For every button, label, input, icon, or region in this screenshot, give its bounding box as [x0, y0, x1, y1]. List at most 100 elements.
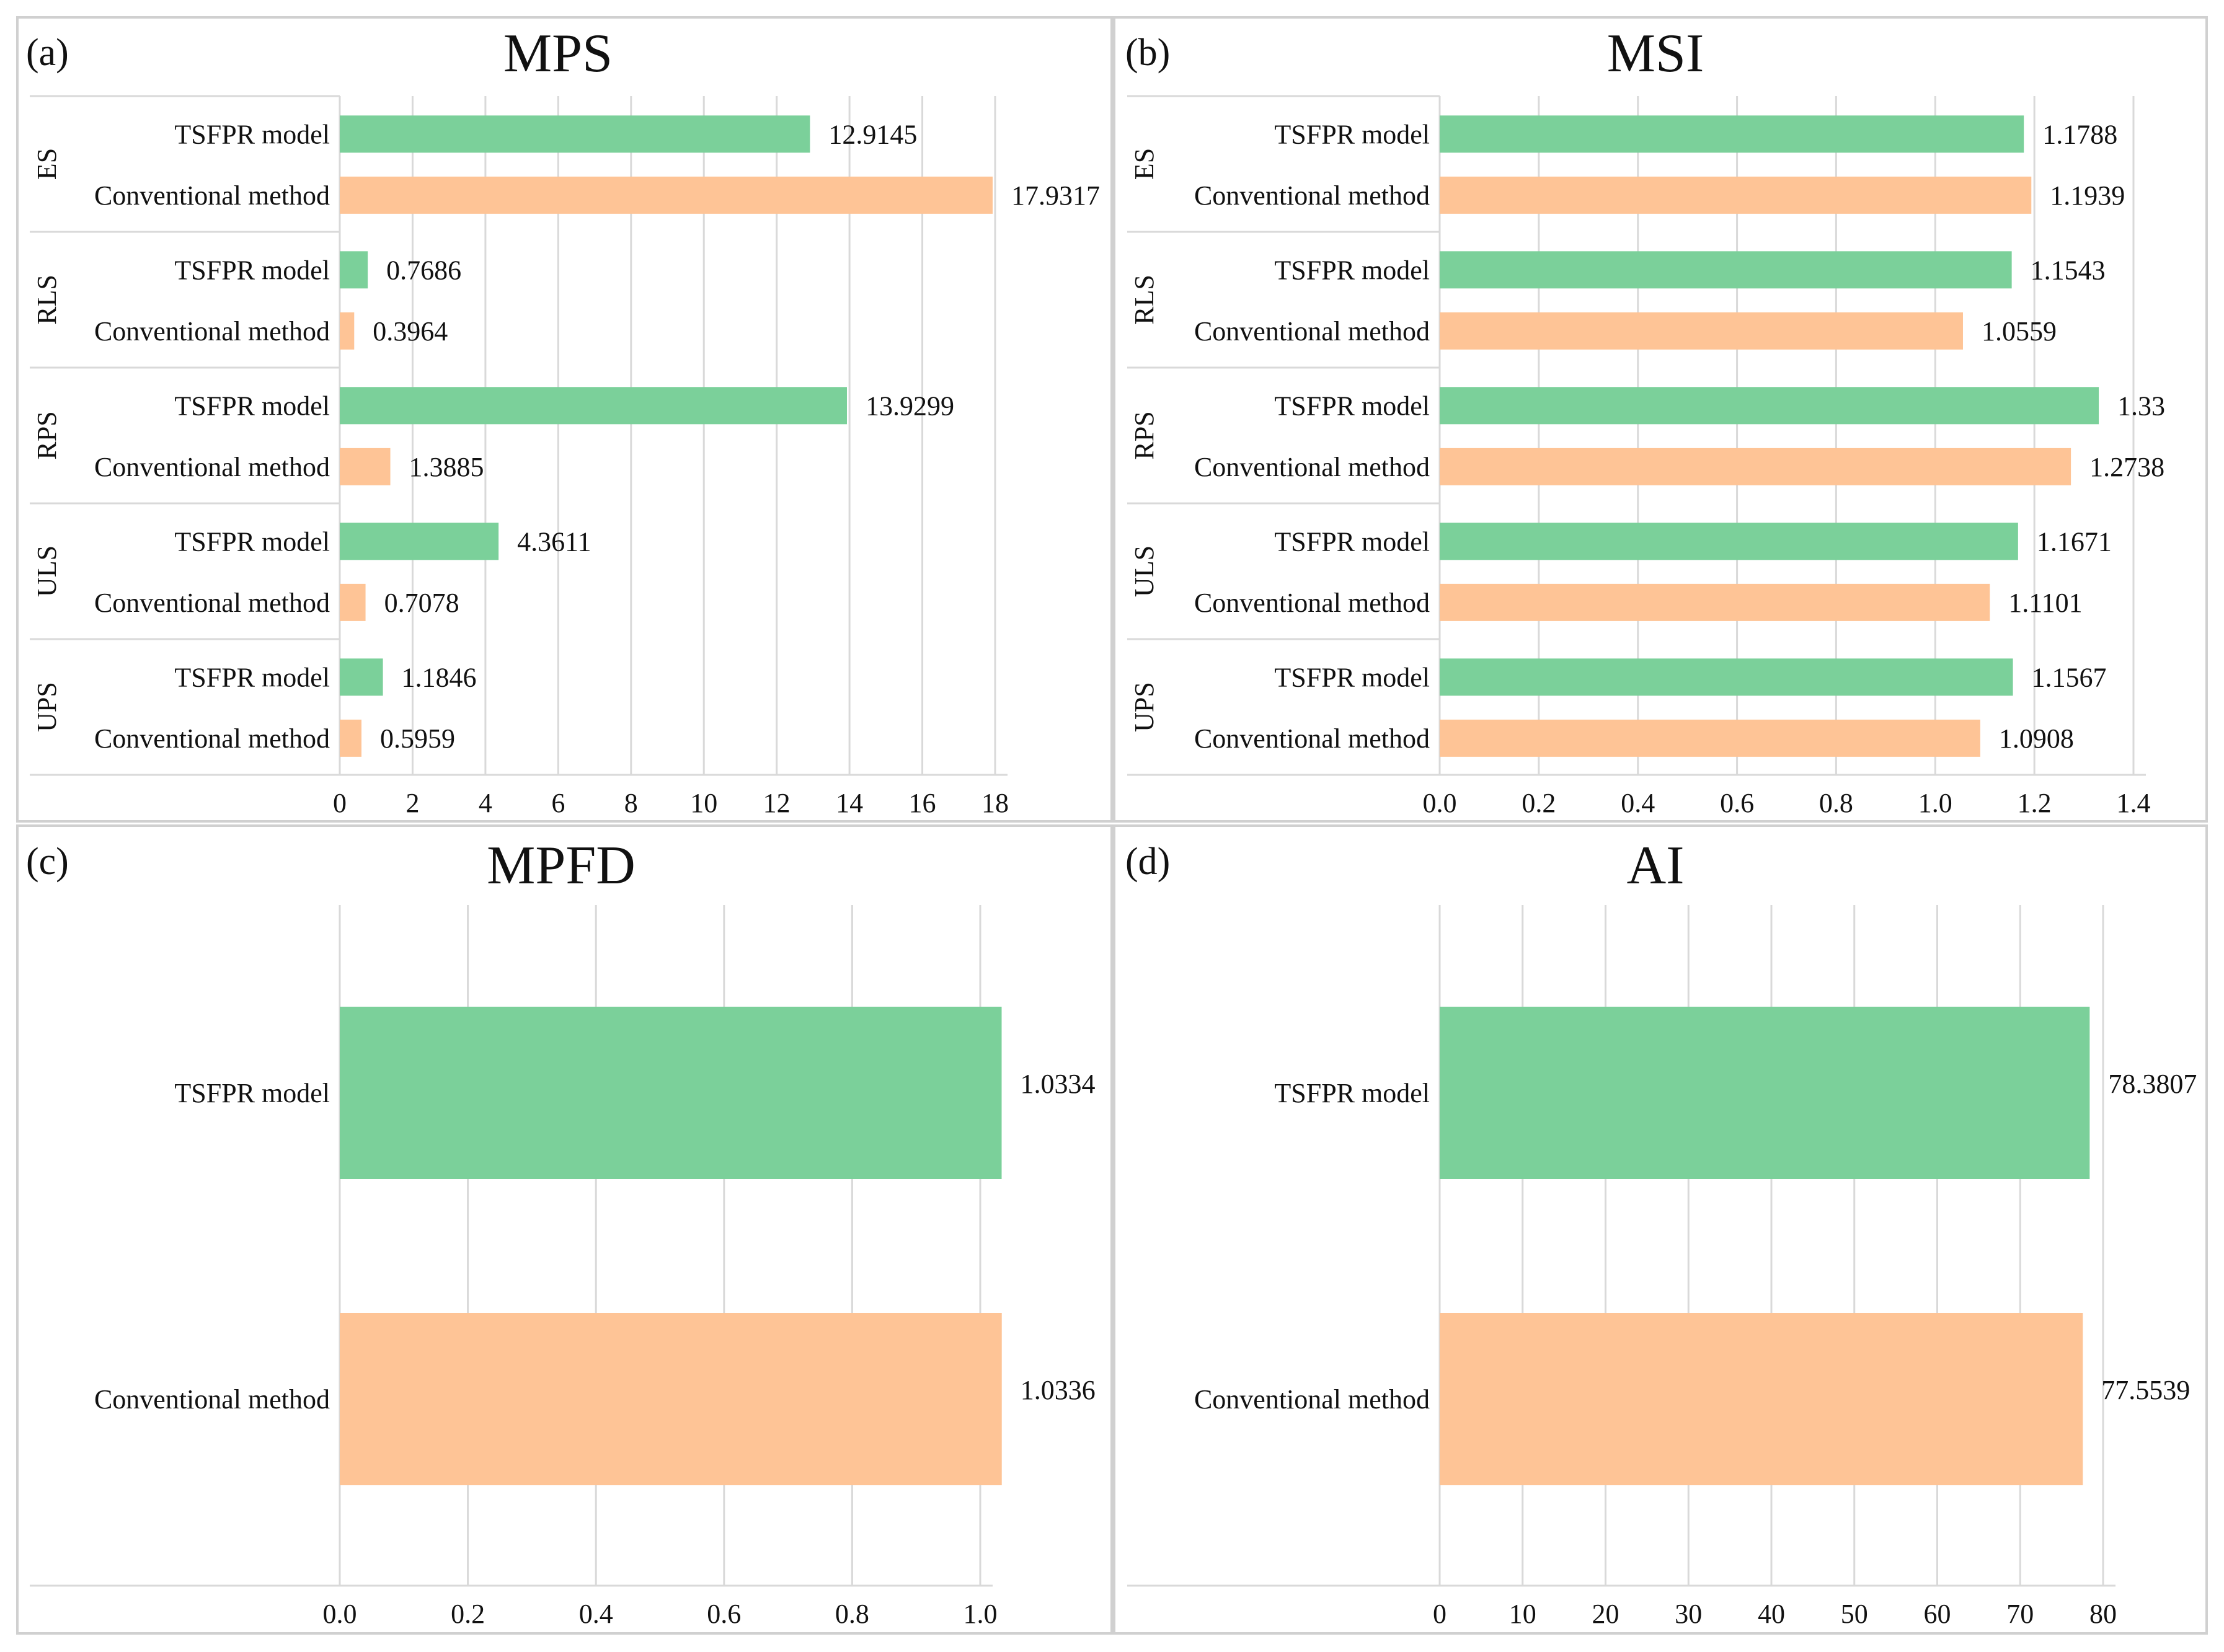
category-label-a-0-0: TSFPR model — [174, 119, 330, 149]
panel-d-label: (d) — [1125, 841, 1170, 883]
category-label-b-3-1: Conventional method — [1194, 588, 1430, 618]
tick-label-b-1: 0.2 — [1522, 788, 1556, 818]
tick-label-a-4: 8 — [624, 788, 638, 818]
panel-c: (c) MPFD 0.0 0.2 0.4 0.6 0.8 1.0 TSFPR model 1.… — [16, 824, 1113, 1635]
bar-b-ULS-0 — [1440, 523, 2018, 560]
category-label-c-1: Conventional method — [94, 1384, 330, 1415]
tick-label-a-7: 14 — [836, 788, 863, 818]
bar-a-ULS-0 — [340, 523, 499, 560]
data-label-a-1-1: 0.3964 — [373, 316, 448, 347]
data-label-b-3-1: 1.1101 — [2008, 588, 2082, 618]
group-label-a-2: RPS — [32, 411, 62, 459]
panel-d-title: AI — [1627, 836, 1685, 896]
panel-b-title: MSI — [1607, 24, 1704, 84]
panel-a-frame — [16, 16, 1113, 823]
data-label-b-2-0: 1.33 — [2117, 391, 2165, 421]
data-label-b-2-1: 1.2738 — [2089, 452, 2164, 482]
tick-label-b-0: 0.0 — [1423, 788, 1457, 818]
panel-a: (a) MPS 0 2 4 6 8 10 12 14 16 18 ES TSFPR model 12.9… — [16, 16, 1113, 823]
category-label-a-3-1: Conventional method — [94, 588, 330, 618]
tick-label-b-7: 1.4 — [2117, 788, 2151, 818]
bar-a-UPS-0 — [340, 658, 383, 696]
tick-label-d-1: 10 — [1509, 1599, 1536, 1629]
tick-label-b-3: 0.6 — [1720, 788, 1754, 818]
data-label-c-1: 1.0336 — [1021, 1375, 1096, 1405]
panel-b-label: (b) — [1125, 32, 1170, 74]
tick-label-a-2: 4 — [479, 788, 492, 818]
bar-a-RPS-0 — [340, 387, 847, 425]
data-label-a-0-0: 12.9145 — [828, 119, 917, 149]
category-label-a-1-0: TSFPR model — [174, 255, 330, 285]
tick-label-d-0: 0 — [1433, 1599, 1446, 1629]
tick-label-c-5: 1.0 — [964, 1599, 998, 1629]
group-label-a-0: ES — [32, 148, 62, 180]
bar-c-1 — [340, 1313, 1002, 1485]
bar-b-UPS-1 — [1440, 719, 1980, 757]
bar-a-ES-0 — [340, 115, 810, 153]
data-label-b-1-0: 1.1543 — [2031, 255, 2106, 285]
bar-a-RLS-0 — [340, 251, 368, 289]
tick-label-d-6: 60 — [1924, 1599, 1951, 1629]
bar-a-RLS-1 — [340, 312, 355, 350]
bar-b-ES-0 — [1440, 115, 2024, 153]
category-label-b-4-0: TSFPR model — [1274, 662, 1430, 692]
data-label-a-0-1: 17.9317 — [1011, 180, 1100, 211]
category-label-a-2-0: TSFPR model — [174, 391, 330, 421]
category-label-b-0-0: TSFPR model — [1274, 119, 1430, 149]
category-label-a-0-1: Conventional method — [94, 180, 330, 211]
data-label-b-0-0: 1.1788 — [2042, 119, 2117, 149]
data-label-b-1-1: 1.0559 — [1982, 316, 2057, 347]
category-label-a-3-0: TSFPR model — [174, 526, 330, 557]
data-label-b-0-1: 1.1939 — [2050, 180, 2125, 211]
category-label-b-2-1: Conventional method — [1194, 452, 1430, 482]
tick-label-b-5: 1.0 — [1918, 788, 1952, 818]
bar-b-RPS-1 — [1440, 448, 2071, 485]
panel-c-label: (c) — [26, 841, 69, 883]
bar-a-ES-1 — [340, 176, 993, 214]
category-label-a-4-0: TSFPR model — [174, 662, 330, 692]
data-label-a-2-0: 13.9299 — [866, 391, 954, 421]
tick-label-d-5: 50 — [1841, 1599, 1868, 1629]
panel-a-label: (a) — [26, 32, 69, 74]
bar-d-0 — [1440, 1007, 2090, 1179]
category-label-a-1-1: Conventional method — [94, 316, 330, 347]
tick-label-d-4: 40 — [1758, 1599, 1785, 1629]
data-label-c-0: 1.0334 — [1021, 1069, 1096, 1099]
tick-label-c-2: 0.4 — [579, 1599, 613, 1629]
group-label-a-4: UPS — [32, 682, 62, 732]
category-label-b-1-1: Conventional method — [1194, 316, 1430, 347]
bar-b-RLS-0 — [1440, 251, 2012, 289]
bar-a-ULS-1 — [340, 583, 366, 621]
tick-label-a-9: 18 — [981, 788, 1009, 818]
category-label-b-1-0: TSFPR model — [1274, 255, 1430, 285]
data-label-b-3-0: 1.1671 — [2037, 526, 2112, 557]
data-label-a-3-1: 0.7078 — [384, 588, 459, 618]
tick-label-a-3: 6 — [551, 788, 565, 818]
bar-b-RPS-0 — [1440, 387, 2099, 425]
panel-d-frame — [1113, 824, 2208, 1635]
category-label-c-0: TSFPR model — [174, 1078, 330, 1108]
tick-label-a-6: 12 — [763, 788, 791, 818]
panel-c-title: MPFD — [487, 836, 636, 896]
group-label-a-3: ULS — [32, 546, 62, 597]
tick-label-a-0: 0 — [333, 788, 347, 818]
data-label-a-4-1: 0.5959 — [380, 723, 455, 754]
tick-label-b-6: 1.2 — [2018, 788, 2052, 818]
tick-label-c-4: 0.8 — [835, 1599, 869, 1629]
data-label-a-1-0: 0.7686 — [386, 255, 461, 285]
data-label-b-4-0: 1.1567 — [2032, 662, 2107, 692]
category-label-b-3-0: TSFPR model — [1274, 526, 1430, 557]
tick-label-b-2: 0.4 — [1621, 788, 1655, 818]
bar-b-ES-1 — [1440, 176, 2032, 214]
category-label-d-1: Conventional method — [1194, 1384, 1430, 1415]
category-label-d-0: TSFPR model — [1274, 1078, 1430, 1108]
data-label-d-1: 77.5539 — [2101, 1375, 2190, 1405]
tick-label-c-1: 0.2 — [451, 1599, 485, 1629]
tick-label-a-1: 2 — [405, 788, 419, 818]
category-label-b-0-1: Conventional method — [1194, 180, 1430, 211]
category-label-b-4-1: Conventional method — [1194, 723, 1430, 754]
tick-label-d-8: 80 — [2089, 1599, 2117, 1629]
group-label-a-1: RLS — [32, 275, 62, 325]
panel-c-frame — [16, 824, 1113, 1635]
